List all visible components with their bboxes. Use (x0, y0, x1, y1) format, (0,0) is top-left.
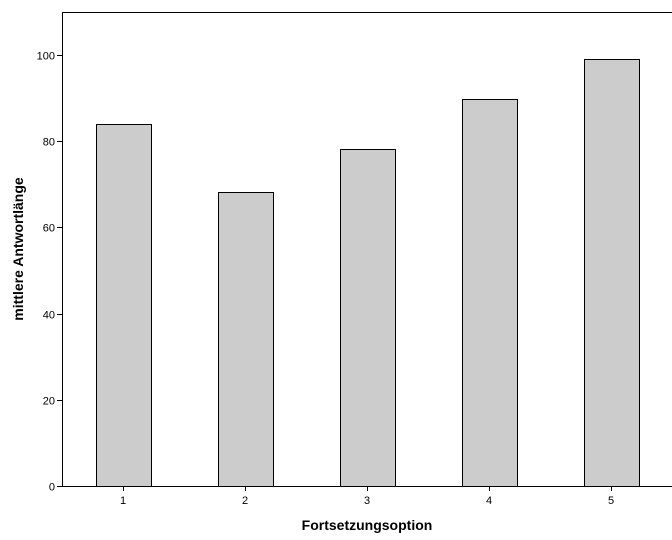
y-tick-label: 80 (43, 137, 55, 149)
x-tick-label: 2 (242, 495, 248, 507)
x-axis-title: Fortsetzungsoption (302, 517, 433, 533)
bar-5 (584, 59, 640, 487)
y-axis: 0 20 40 60 80 100 (37, 51, 62, 494)
y-tick-label: 40 (43, 310, 55, 322)
bar-3 (340, 149, 396, 487)
y-tick-label: 100 (37, 51, 55, 63)
x-tick-label: 3 (364, 495, 370, 507)
x-axis: 1 2 3 4 5 (120, 486, 614, 507)
bar-4 (462, 99, 518, 487)
bar-1 (96, 124, 152, 487)
y-tick-label: 20 (43, 396, 55, 408)
y-axis-title: mittlere Antwortlänge (10, 177, 26, 321)
x-tick-label: 5 (608, 495, 614, 507)
x-tick-label: 4 (486, 495, 492, 507)
bars (96, 59, 640, 487)
bar-2 (218, 192, 274, 487)
y-tick-label: 0 (49, 482, 55, 494)
x-tick-label: 1 (120, 495, 126, 507)
y-tick-label: 60 (43, 223, 55, 235)
